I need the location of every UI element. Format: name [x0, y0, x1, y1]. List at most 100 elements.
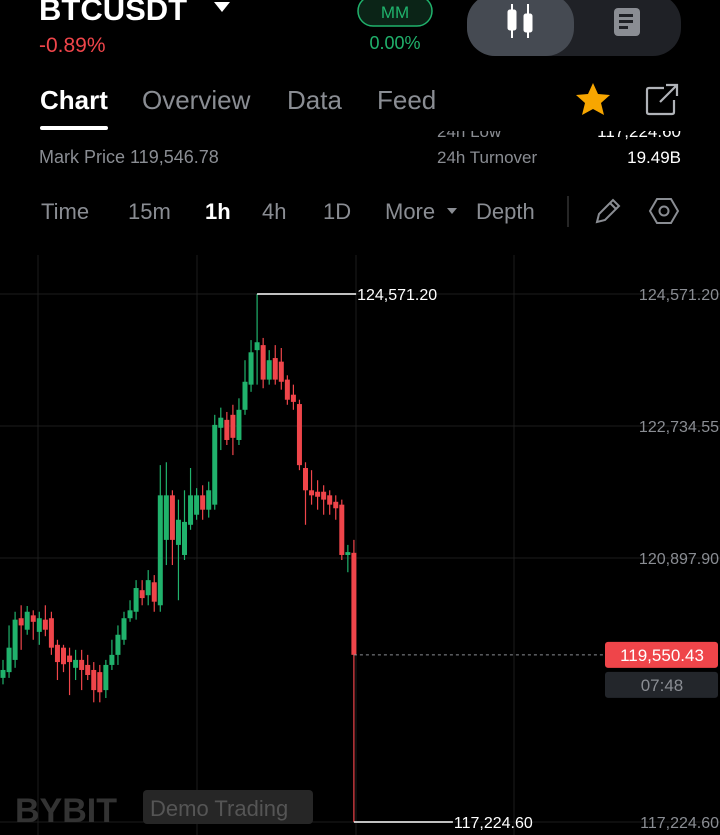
candle-body: [236, 409, 242, 440]
price-change: -0.89%: [39, 34, 106, 57]
symbol[interactable]: BTCUSDT: [39, 0, 187, 27]
timeframe[interactable]: 1h: [205, 199, 231, 224]
candle-body: [103, 664, 109, 691]
candle-body: [278, 361, 284, 382]
candle-body: [290, 394, 296, 402]
info-icon: [614, 8, 640, 36]
y-tick-label: 120,897.90: [639, 551, 719, 568]
timeframe[interactable]: 1D: [323, 199, 351, 224]
candle-body: [145, 580, 151, 596]
candle-body: [36, 618, 42, 632]
candle-body: [194, 495, 200, 515]
candle-body: [224, 419, 230, 440]
candle-body: [18, 618, 24, 626]
timeframe[interactable]: Time: [41, 199, 89, 224]
candle-body: [254, 342, 260, 351]
candle-body: [139, 590, 145, 599]
candle-body: [303, 468, 308, 491]
y-tick-label: 117,224.60: [640, 815, 719, 832]
tab[interactable]: Chart: [40, 85, 108, 115]
candle-body: [272, 358, 278, 380]
mm-change: 0.00%: [369, 33, 420, 53]
draw-tool-icon[interactable]: [595, 198, 621, 224]
candle-body: [115, 634, 121, 655]
candle-body: [133, 588, 139, 612]
candle-body: [309, 490, 315, 496]
candle-body: [24, 611, 30, 630]
share-icon[interactable]: [645, 83, 679, 116]
candle-body: [54, 644, 60, 663]
tab[interactable]: Overview: [142, 85, 251, 115]
timeframe[interactable]: More: [385, 199, 435, 224]
candle-body: [345, 552, 351, 555]
watermark-badge: [143, 790, 313, 824]
candle-body: [230, 414, 236, 438]
candle-body: [248, 352, 254, 385]
tab[interactable]: Feed: [377, 85, 436, 115]
candle-body: [260, 345, 266, 380]
candle-body: [109, 654, 115, 665]
candle-body: [30, 615, 36, 622]
timeframe[interactable]: Depth: [476, 199, 535, 224]
candle-body: [206, 490, 212, 510]
plot-layer: 124,571.20 117,224.60 119,550.43 07:48: [0, 287, 718, 832]
candle-body: [242, 381, 248, 410]
candle-body: [157, 495, 163, 606]
candle-body: [97, 672, 103, 693]
tab[interactable]: Data: [287, 85, 342, 115]
settings-icon[interactable]: [648, 198, 680, 224]
candle-body: [48, 618, 54, 648]
countdown-box: [605, 671, 718, 698]
y-tick-label: 122,734.55: [639, 419, 719, 436]
more-caret: [447, 208, 457, 214]
tab-underline: [40, 126, 108, 130]
candle-body: [67, 655, 73, 663]
timeframe[interactable]: 4h: [262, 199, 286, 224]
candle-body: [61, 647, 66, 665]
grid-layer: 124,571.20 122,734.55 120,897.90 117,224.60: [0, 287, 720, 832]
candle-body: [333, 501, 339, 509]
candle-body: [91, 669, 97, 691]
vertical-grid: [37, 255, 515, 835]
candle-body: [169, 495, 175, 540]
candle-icon: [507, 4, 533, 38]
countdown: 07:48: [641, 676, 684, 695]
watermark-mode: Demo Trading: [150, 796, 288, 821]
candle-body: [212, 424, 218, 505]
candle-body: [12, 619, 18, 660]
candle-body: [0, 669, 6, 678]
mm-badge[interactable]: [357, 0, 433, 27]
candle-body: [85, 664, 91, 675]
extreme-label: 117,224.60: [454, 815, 533, 832]
candle-body: [73, 659, 79, 668]
favorite-star[interactable]: [576, 83, 610, 115]
candle-body: [121, 618, 127, 640]
candle-body: [339, 504, 345, 555]
extreme-label: 124,571.20: [357, 287, 437, 304]
view-toggle-selected[interactable]: [467, 0, 574, 56]
candle-body: [6, 647, 12, 673]
candle-body: [327, 495, 333, 505]
candle-body: [79, 659, 85, 670]
candle-body: [163, 495, 169, 540]
symbol-dropdown[interactable]: [214, 2, 230, 12]
timeframe[interactable]: 15m: [128, 199, 171, 224]
watermark-brand: BYBIT: [15, 792, 117, 830]
stat-label: 24h Turnover: [437, 148, 538, 167]
candle-body: [188, 495, 194, 525]
candle-body: [42, 619, 48, 630]
candle-body: [218, 417, 224, 428]
mark-price: Mark Price 119,546.78: [39, 147, 219, 167]
last-price-box: [605, 641, 718, 668]
candle-body: [315, 491, 321, 497]
candle-body: [284, 379, 290, 400]
candle-body: [127, 610, 133, 619]
candle-body: [151, 582, 157, 602]
candle-body: [321, 491, 327, 500]
y-tick-label: 124,571.20: [639, 287, 719, 304]
candle-body: [351, 552, 357, 655]
candle-body: [296, 404, 302, 466]
mm-badge-text: MM: [381, 3, 409, 22]
